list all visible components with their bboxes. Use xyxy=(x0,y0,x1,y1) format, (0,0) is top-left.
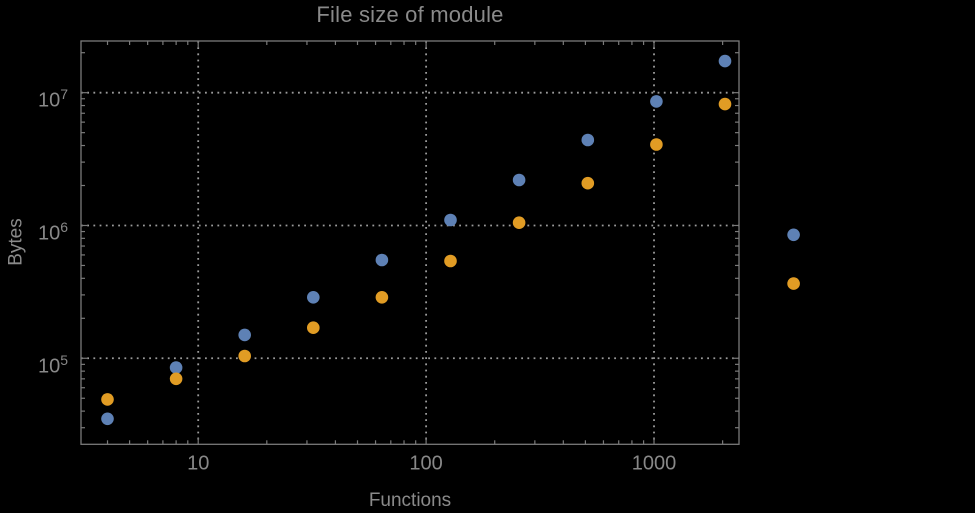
y-tick-exponent: 7 xyxy=(60,86,68,102)
data-point-blue-x4 xyxy=(101,412,114,426)
data-point-blue-x128 xyxy=(444,213,457,227)
data-point-blue-x8 xyxy=(169,361,183,374)
data-point-blue-x32 xyxy=(307,291,320,304)
x-tick-label-10: 10 xyxy=(187,453,209,475)
data-point-orange-x1024 xyxy=(650,138,663,151)
data-point-orange-x16 xyxy=(238,349,251,363)
data-point-orange-x4096 xyxy=(787,277,800,290)
data-point-blue-x16 xyxy=(238,328,251,342)
data-point-orange-x256 xyxy=(512,216,526,229)
axis-ticks xyxy=(81,41,739,445)
y-tick-exponent: 5 xyxy=(60,352,68,368)
y-tick-label-10e6: 106 xyxy=(38,219,68,245)
y-tick-exponent: 6 xyxy=(60,219,68,235)
data-point-orange-x4 xyxy=(101,393,114,406)
data-point-orange-x512 xyxy=(581,176,595,190)
data-point-orange-x8 xyxy=(169,372,183,386)
data-point-orange-x128 xyxy=(444,254,457,268)
tick-labels: 10 100 1000 105 106 107 xyxy=(38,86,676,474)
y-tick-label-10e7: 107 xyxy=(38,86,68,112)
data-point-blue-x512 xyxy=(581,133,595,147)
data-point-blue-x1024 xyxy=(650,95,663,108)
data-point-orange-x2048 xyxy=(718,97,732,111)
data-point-blue-x256 xyxy=(512,173,526,187)
data-points xyxy=(101,54,800,426)
data-point-blue-x2048 xyxy=(718,54,732,68)
data-point-orange-x64 xyxy=(375,291,389,304)
plot-frame xyxy=(80,40,740,445)
data-point-blue-x4096 xyxy=(787,228,800,242)
chart-title: File size of module xyxy=(316,2,504,27)
x-tick-label-1000: 1000 xyxy=(632,453,677,475)
x-axis-label: Functions xyxy=(368,490,452,511)
y-axis-label: Bytes xyxy=(5,218,27,266)
gridlines xyxy=(81,41,739,445)
y-tick-label-10e5: 105 xyxy=(38,352,68,378)
data-point-blue-x64 xyxy=(375,253,389,267)
data-point-orange-x32 xyxy=(307,321,320,335)
x-tick-label-100: 100 xyxy=(409,453,442,475)
